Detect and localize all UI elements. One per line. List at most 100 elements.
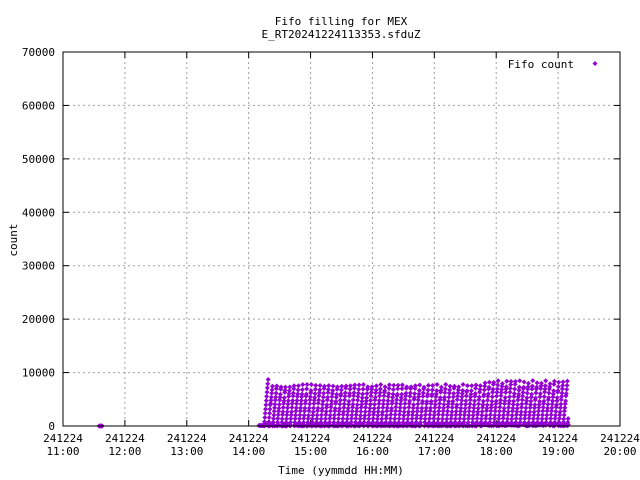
data-point — [457, 412, 463, 418]
data-point — [372, 394, 378, 400]
data-point — [429, 387, 435, 393]
data-point — [351, 393, 357, 399]
data-point — [297, 412, 303, 418]
data-point — [463, 393, 469, 399]
data-point — [397, 405, 403, 411]
data-point — [478, 416, 484, 422]
data-point — [312, 391, 318, 397]
data-point — [376, 397, 382, 403]
data-point — [272, 401, 278, 407]
data-point — [363, 398, 369, 404]
data-point — [383, 415, 389, 421]
data-point — [375, 412, 381, 418]
data-point — [325, 390, 331, 396]
fifo-count-points — [96, 376, 571, 429]
data-point — [519, 404, 525, 410]
data-point — [294, 397, 300, 403]
data-point — [304, 381, 310, 387]
data-point — [328, 404, 334, 410]
data-point — [303, 391, 309, 397]
data-point — [446, 394, 452, 400]
data-point — [503, 389, 509, 395]
data-point — [428, 405, 434, 411]
data-point — [423, 412, 429, 418]
data-point — [345, 405, 351, 411]
data-point — [541, 394, 547, 400]
data-point — [312, 395, 318, 401]
data-point — [471, 405, 477, 411]
data-point — [450, 394, 456, 400]
data-point — [471, 409, 477, 415]
data-point — [264, 385, 270, 391]
data-point — [515, 402, 521, 408]
data-point — [494, 389, 500, 395]
grid-lines — [63, 52, 620, 426]
data-point — [304, 386, 310, 392]
data-point — [519, 397, 525, 403]
data-point — [559, 393, 565, 399]
data-point — [368, 389, 374, 395]
data-point — [507, 385, 513, 391]
data-point — [431, 412, 437, 418]
data-point — [531, 409, 537, 415]
data-point — [320, 398, 326, 404]
data-point — [450, 398, 456, 404]
data-point — [298, 397, 304, 403]
data-point — [467, 404, 473, 410]
data-point — [475, 412, 481, 418]
data-point — [334, 391, 340, 397]
data-point — [558, 405, 564, 411]
data-point — [315, 400, 321, 406]
data-point — [277, 394, 283, 400]
x-tick-date: 241224 — [476, 432, 516, 445]
data-point — [462, 409, 468, 415]
data-point — [264, 393, 270, 399]
legend-label: Fifo count — [508, 58, 574, 71]
data-point — [506, 401, 512, 407]
data-point — [486, 384, 492, 390]
data-point — [342, 390, 348, 396]
data-point — [543, 416, 549, 422]
data-point — [557, 409, 563, 415]
data-point — [493, 404, 499, 410]
data-point — [425, 387, 431, 393]
data-point — [419, 409, 425, 415]
data-point — [396, 416, 402, 422]
data-point — [457, 416, 463, 422]
data-point — [290, 398, 296, 404]
data-point — [339, 383, 345, 389]
data-point — [555, 388, 561, 394]
data-point — [534, 384, 540, 390]
data-point — [443, 381, 449, 387]
data-point — [458, 401, 464, 407]
data-point — [316, 390, 322, 396]
data-point — [536, 408, 542, 414]
data-point — [502, 401, 508, 407]
data-point — [490, 386, 496, 392]
data-point — [307, 394, 313, 400]
data-point — [500, 415, 506, 421]
data-point — [413, 415, 419, 421]
data-point — [364, 395, 370, 401]
y-tick-label: 0 — [48, 420, 55, 433]
data-point — [504, 416, 510, 422]
data-point — [311, 401, 317, 407]
data-point — [520, 393, 526, 399]
data-point — [554, 402, 560, 408]
data-point — [558, 401, 564, 407]
y-tick-label: 20000 — [22, 313, 55, 326]
data-point — [410, 405, 416, 411]
data-point — [499, 386, 505, 392]
data-point — [535, 416, 541, 422]
data-point — [549, 408, 555, 414]
data-point — [538, 380, 544, 386]
data-point — [275, 415, 281, 421]
x-tick-date: 241224 — [167, 432, 207, 445]
data-point — [442, 390, 448, 396]
data-point — [267, 410, 273, 416]
data-point — [545, 401, 551, 407]
data-point — [303, 398, 309, 404]
data-point — [508, 382, 514, 388]
data-point — [377, 386, 383, 392]
data-point — [484, 402, 490, 408]
